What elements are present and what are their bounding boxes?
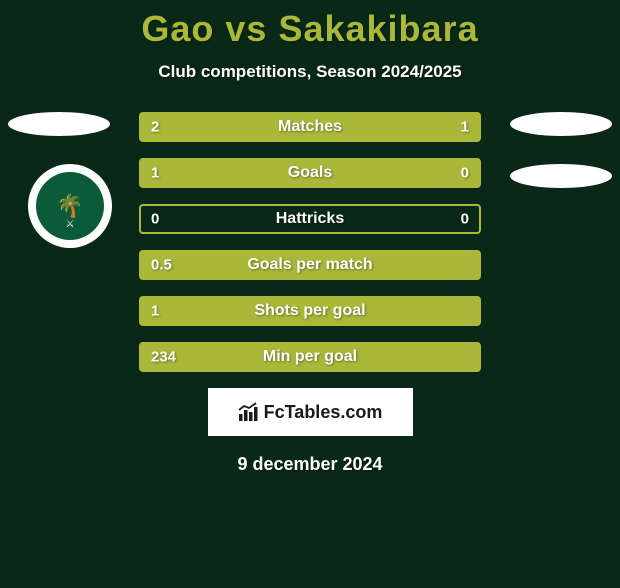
stat-value-right: 0 [461,211,469,228]
stat-row: 2 Matches 1 [139,112,481,142]
stat-bar-gap [141,206,479,232]
palm-icon: 🌴 [56,195,83,217]
stat-value-left: 0 [151,211,159,228]
stat-value-left: 2 [151,119,159,136]
club-logo-left: 🌴 ⚔ [28,164,112,248]
stat-value-left: 234 [151,349,176,366]
stat-row: 0.5 Goals per match [139,250,481,280]
page-title: Gao vs Sakakibara [0,8,620,50]
player-badge-left [8,112,110,136]
brand-text: FcTables.com [264,402,383,423]
stat-bar-left [141,252,479,278]
page-subtitle: Club competitions, Season 2024/2025 [0,62,620,82]
stat-bar-left [141,160,398,186]
stat-value-left: 0.5 [151,257,172,274]
comparison-panel: 🌴 ⚔ 2 Matches 1 1 Goals 0 0 Hattricks [0,112,620,475]
stat-value-left: 1 [151,303,159,320]
player-badge-right-2 [510,164,612,188]
stat-row: 0 Hattricks 0 [139,204,481,234]
stats-bars: 2 Matches 1 1 Goals 0 0 Hattricks 0 0.5 … [139,112,481,372]
stat-bar-left [141,344,479,370]
stat-row: 1 Shots per goal [139,296,481,326]
stat-value-left: 1 [151,165,159,182]
footer-date: 9 december 2024 [0,454,620,475]
stat-row: 234 Min per goal [139,342,481,372]
stat-bar-left [141,114,366,140]
player-badge-right-1 [510,112,612,136]
stat-value-right: 1 [461,119,469,136]
stat-row: 1 Goals 0 [139,158,481,188]
swords-icon: ⚔ [66,219,75,230]
stat-value-right: 0 [461,165,469,182]
brand-chart-icon [238,402,258,422]
club-crest-icon: 🌴 ⚔ [36,172,104,240]
stat-bar-left [141,298,479,324]
brand-badge[interactable]: FcTables.com [208,388,413,436]
